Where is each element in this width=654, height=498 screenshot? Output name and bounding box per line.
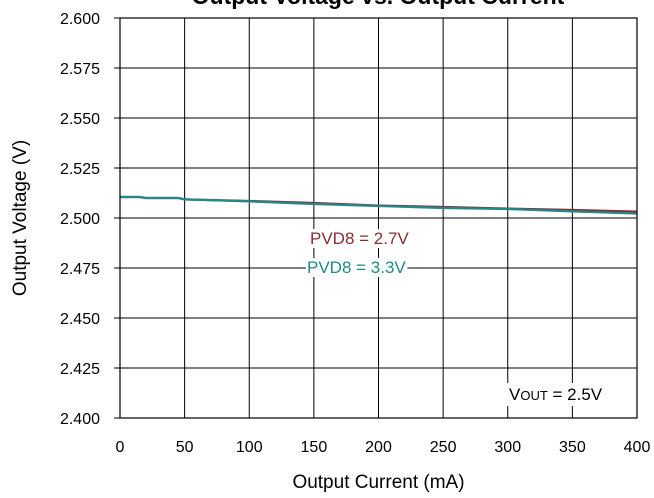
plot-frame [119, 17, 638, 419]
vout-value: = 2.5V [548, 385, 603, 404]
x-tick-label: 350 [559, 439, 586, 456]
vout-v: V [509, 385, 521, 404]
series-label-pvd8-2-7v-bg [309, 229, 411, 248]
y-axis-title: Output Voltage (V) [10, 140, 31, 296]
chart-title: Output Voltage vs. Output Current [192, 0, 565, 9]
y-tick-label: 2.600 [60, 11, 100, 28]
gridlines [114, 17, 637, 419]
x-tick-label: 50 [176, 439, 194, 456]
x-tick-label: 150 [301, 439, 328, 456]
vout-annotation-bg [505, 383, 607, 406]
vout-subscript: OUT [520, 388, 548, 403]
y-tick-label: 2.575 [60, 61, 100, 78]
y-tick-label: 2.400 [60, 411, 100, 428]
series-label-pvd8-3-3v-bg [306, 258, 408, 277]
y-tick-label: 2.450 [60, 311, 100, 328]
x-tick-label: 100 [236, 439, 263, 456]
x-tick-label: 400 [624, 439, 651, 456]
series-line-2 [120, 195, 638, 215]
y-tick-label: 2.475 [60, 261, 100, 278]
x-tick-label: 300 [494, 439, 521, 456]
x-tick-label: 200 [365, 439, 392, 456]
x-tick-label: 250 [430, 439, 457, 456]
y-tick-label: 2.550 [60, 111, 100, 128]
y-tick-label: 2.525 [60, 161, 100, 178]
x-tick-label: 0 [116, 439, 125, 456]
series-label-pvd8-2-7v: PVD8 = 2.7V [310, 229, 409, 248]
series-label-pvd8-3-3v: PVD8 = 3.3V [307, 258, 406, 277]
series-layer [120, 195, 638, 215]
y-tick-labels: 2.400 2.425 2.450 2.475 2.500 2.525 2.550 2.575… [60, 11, 100, 428]
x-tick-labels: 0 50 100 150 200 250 300 350 400 [116, 439, 651, 456]
x-axis-title: Output Current (mA) [292, 472, 464, 493]
y-tick-label: 2.500 [60, 211, 100, 228]
y-tick-label: 2.425 [60, 361, 100, 378]
vout-annotation: VOUT = 2.5V [509, 385, 603, 404]
